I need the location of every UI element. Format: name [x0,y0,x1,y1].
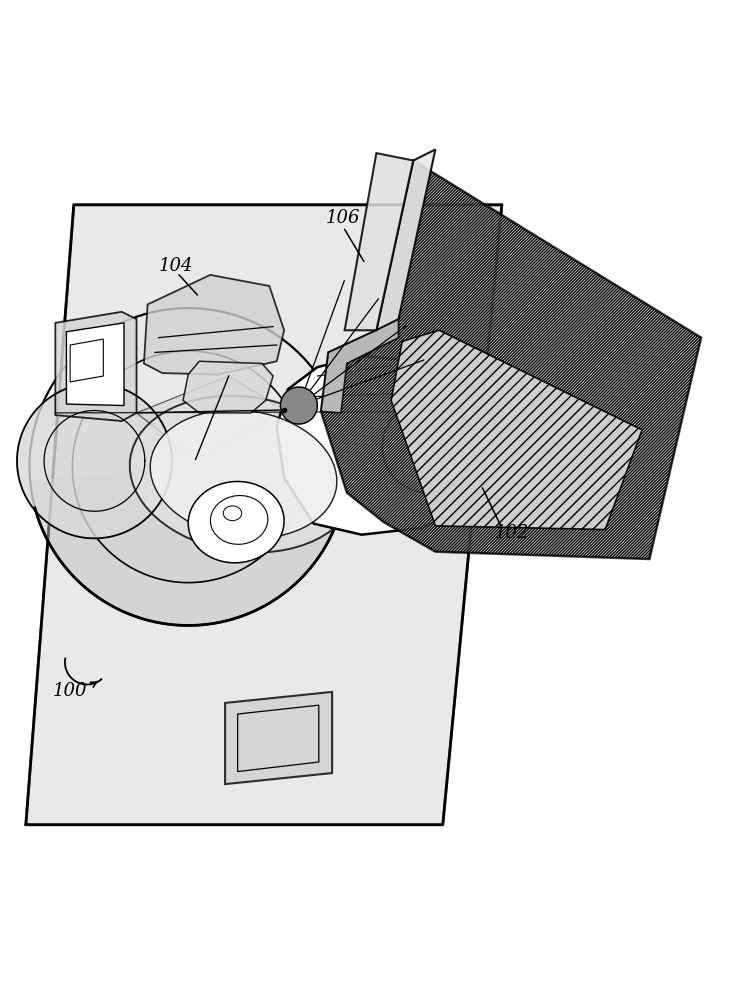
Ellipse shape [223,506,242,521]
Polygon shape [225,692,332,784]
Polygon shape [376,149,435,330]
Polygon shape [26,205,502,825]
Polygon shape [277,356,498,535]
Polygon shape [66,323,124,406]
Polygon shape [137,376,284,459]
Text: 106: 106 [326,209,361,227]
Polygon shape [382,401,474,493]
Polygon shape [321,161,701,559]
Polygon shape [144,275,284,375]
Ellipse shape [130,396,357,553]
Polygon shape [183,361,273,413]
Ellipse shape [188,481,284,563]
Polygon shape [55,312,137,421]
Polygon shape [391,330,642,530]
Polygon shape [70,339,103,382]
Text: 104: 104 [159,257,193,275]
Text: 102: 102 [494,524,529,542]
Polygon shape [30,467,347,625]
Polygon shape [17,383,172,538]
Text: 100: 100 [53,682,88,700]
Polygon shape [345,153,413,330]
Ellipse shape [151,410,337,538]
Polygon shape [280,387,317,424]
Ellipse shape [210,496,268,544]
Polygon shape [321,319,399,413]
